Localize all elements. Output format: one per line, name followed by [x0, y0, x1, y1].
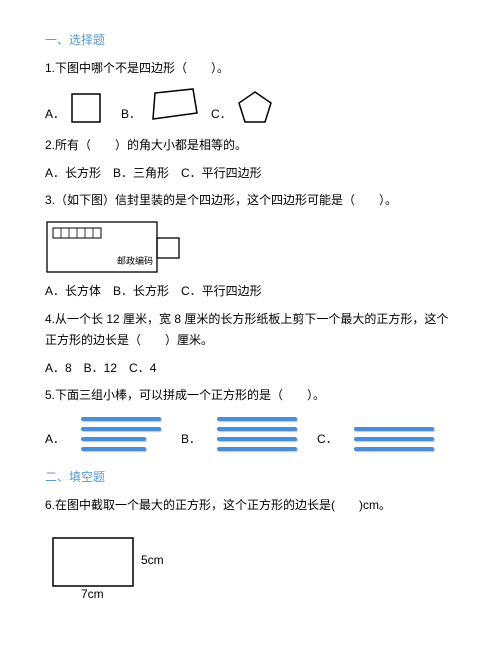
question-2: 2.所有（ ）的角大小都是相等的。 — [45, 135, 457, 157]
q1-shape-pentagon — [236, 89, 274, 125]
section-1-title: 一、选择题 — [45, 30, 457, 52]
q1-shape-square — [69, 91, 103, 125]
q5-sticks-b — [217, 417, 297, 451]
q5-sticks-row: A． B． C． — [45, 417, 457, 451]
question-6: 6.在图中截取一个最大的正方形，这个正方形的边长是( )cm。 — [45, 495, 457, 517]
q1-opt-a-label: A． — [45, 104, 65, 126]
stick — [81, 417, 161, 421]
q1-options-row: A． B． C． — [45, 85, 457, 125]
question-1: 1.下图中哪个不是四边形（ ）。 — [45, 58, 457, 80]
stick — [217, 427, 297, 431]
section-2-title: 二、填空题 — [45, 467, 457, 489]
q3-envelope-label: 邮政编码 — [117, 255, 153, 266]
stick — [81, 427, 161, 431]
stick — [81, 437, 146, 441]
q6-rectangle: 5cm 7cm — [45, 530, 175, 600]
question-4: 4.从一个长 12 厘米，宽 8 厘米的长方形纸板上剪下一个最大的正方形，这个正… — [45, 309, 457, 352]
q5-opt-b-label: B． — [181, 429, 201, 451]
q5-opt-a-label: A． — [45, 429, 65, 451]
q1-opt-c-label: C． — [211, 104, 232, 126]
stick — [81, 447, 146, 451]
q5-sticks-c — [354, 427, 434, 451]
q4-options: A．8 B．12 C．4 — [45, 358, 457, 380]
q3-envelope: 邮政编码 — [45, 220, 185, 275]
q6-h-label: 5cm — [141, 553, 164, 567]
q1-opt-b-label: B． — [121, 104, 141, 126]
question-5: 5.下面三组小棒，可以拼成一个正方形的是（ ）。 — [45, 385, 457, 407]
stick — [354, 437, 434, 441]
stick — [354, 447, 434, 451]
q5-sticks-a — [81, 417, 161, 451]
q5-opt-c-label: C． — [317, 429, 338, 451]
stick — [354, 427, 434, 431]
stick — [217, 437, 297, 441]
q6-w-label: 7cm — [81, 587, 104, 600]
q2-options: A．长方形 B．三角形 C．平行四边形 — [45, 163, 457, 185]
question-3: 3.（如下图）信封里装的是个四边形，这个四边形可能是（ ）。 — [45, 190, 457, 212]
q3-options: A．长方体 B．长方形 C．平行四边形 — [45, 281, 457, 303]
stick — [217, 447, 297, 451]
q1-shape-quadrilateral — [145, 85, 201, 125]
stick — [217, 417, 297, 421]
